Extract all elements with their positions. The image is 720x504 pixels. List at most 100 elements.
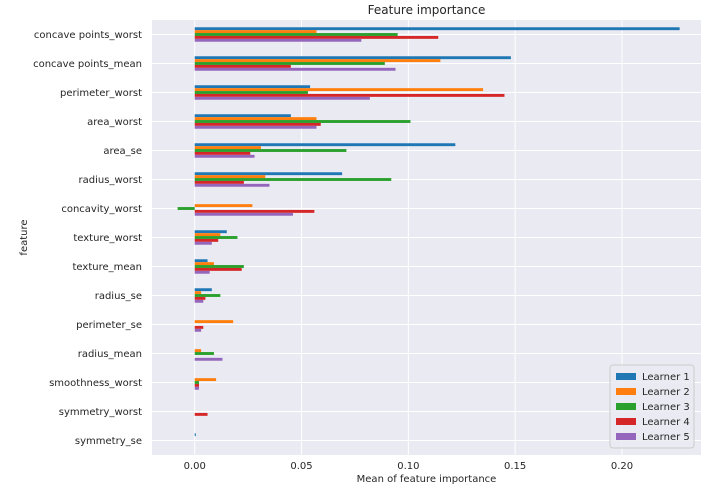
x-tick-label: 0.05 [290, 461, 312, 472]
y-tick-label: concavity_worst [61, 204, 142, 215]
bar-learner-5 [194, 125, 317, 129]
bar-learner-4 [194, 412, 208, 416]
bar-learner-2 [194, 204, 253, 208]
bar-learner-5 [194, 38, 362, 42]
legend-label: Learner 2 [642, 387, 690, 398]
bar-learner-1 [194, 259, 208, 263]
bar-learner-1 [194, 288, 212, 292]
y-tick-label: radius_se [95, 291, 142, 302]
chart-title: Feature importance [368, 3, 486, 17]
x-tick-label: 0.20 [611, 461, 633, 472]
bar-learner-4 [194, 325, 204, 329]
bar-learner-3 [177, 207, 195, 210]
legend-label: Learner 4 [642, 417, 690, 428]
bar-learner-3 [194, 91, 308, 94]
bar-learner-3 [194, 178, 392, 181]
bar-learner-2 [194, 175, 266, 179]
bar-learner-2 [194, 117, 317, 121]
legend-label: Learner 5 [642, 432, 690, 443]
bar-learner-3 [194, 352, 214, 355]
bar-learner-4 [194, 122, 321, 126]
y-tick-label: concave points_mean [33, 59, 142, 70]
bar-learner-2 [194, 320, 234, 324]
x-tick-label: 0.10 [397, 461, 419, 472]
bar-learner-3 [194, 120, 411, 123]
bar-learner-2 [194, 291, 202, 295]
legend-swatch [616, 433, 636, 440]
bar-learner-1 [194, 143, 456, 147]
bar-learner-4 [194, 93, 505, 97]
bar-learner-4 [194, 35, 439, 39]
legend-swatch [616, 388, 636, 395]
bar-learner-4 [194, 151, 251, 155]
bar-learner-2 [194, 59, 441, 63]
legend: Learner 1 Learner 2 Learner 3 Learner 4 Lear… [609, 364, 695, 449]
bar-learner-2 [194, 349, 202, 353]
y-tick-label: smoothness_worst [49, 378, 142, 389]
bar-learner-4 [194, 383, 199, 387]
bar-learner-4 [194, 64, 291, 68]
bar-learner-5 [194, 212, 293, 216]
bar-learner-3 [194, 381, 199, 384]
y-tick-label: area_worst [87, 117, 142, 128]
bar-learner-2 [194, 378, 217, 382]
bar-learner-5 [194, 299, 204, 303]
bar-learner-5 [194, 328, 202, 332]
y-tick-label: perimeter_se [76, 320, 142, 331]
x-axis-title: Mean of feature importance [357, 474, 497, 485]
bar-learner-4 [194, 267, 242, 271]
bar-learner-5 [194, 241, 212, 245]
x-tick-labels: 0.00 0.05 0.10 0.15 0.20 [184, 461, 634, 472]
bar-learner-3 [194, 265, 244, 268]
bar-learner-1 [194, 433, 196, 437]
bar-learner-5 [194, 96, 370, 100]
y-tick-label: texture_worst [73, 233, 142, 244]
bar-learner-1 [194, 27, 680, 31]
y-tick-label: concave points_worst [34, 30, 142, 41]
bar-learner-3 [194, 62, 385, 65]
bars [177, 27, 680, 437]
bar-learner-5 [194, 386, 199, 390]
y-tick-label: symmetry_se [75, 436, 142, 447]
bar-learner-1 [194, 114, 291, 118]
bar-learner-5 [194, 270, 210, 274]
bar-learner-2 [194, 146, 261, 150]
bar-learner-3 [194, 294, 221, 297]
legend-label: Learner 3 [642, 402, 690, 413]
legend-label: Learner 1 [642, 372, 690, 383]
bar-learner-1 [194, 172, 343, 176]
x-tick-label: 0.00 [184, 461, 206, 472]
bar-learner-3 [194, 149, 347, 152]
bar-learner-4 [194, 209, 315, 213]
bar-learner-2 [194, 262, 214, 266]
bar-learner-1 [194, 230, 227, 234]
y-tick-label: area_se [103, 146, 142, 157]
bar-learner-1 [194, 56, 511, 60]
bar-learner-2 [194, 88, 484, 92]
bar-learner-5 [194, 183, 270, 187]
legend-swatch [616, 403, 636, 410]
bar-learner-5 [194, 357, 223, 361]
bar-learner-5 [194, 67, 396, 71]
y-tick-label: perimeter_worst [60, 88, 142, 99]
y-axis-title: feature [19, 219, 30, 255]
bar-learner-4 [194, 180, 244, 184]
y-tick-label: radius_worst [79, 175, 143, 186]
legend-swatch [616, 418, 636, 425]
y-tick-label: texture_mean [73, 262, 142, 273]
bar-learner-3 [194, 33, 398, 36]
bar-learner-4 [194, 238, 219, 242]
y-tick-label: radius_mean [78, 349, 142, 360]
bar-learner-1 [194, 85, 311, 89]
bar-learner-4 [194, 296, 206, 300]
bar-learner-5 [194, 154, 255, 158]
x-tick-label: 0.15 [504, 461, 526, 472]
bar-learner-2 [194, 233, 221, 237]
bar-learner-3 [194, 236, 238, 239]
legend-swatch [616, 373, 636, 380]
legend-box [609, 364, 695, 449]
y-tick-label: symmetry_worst [59, 407, 142, 418]
